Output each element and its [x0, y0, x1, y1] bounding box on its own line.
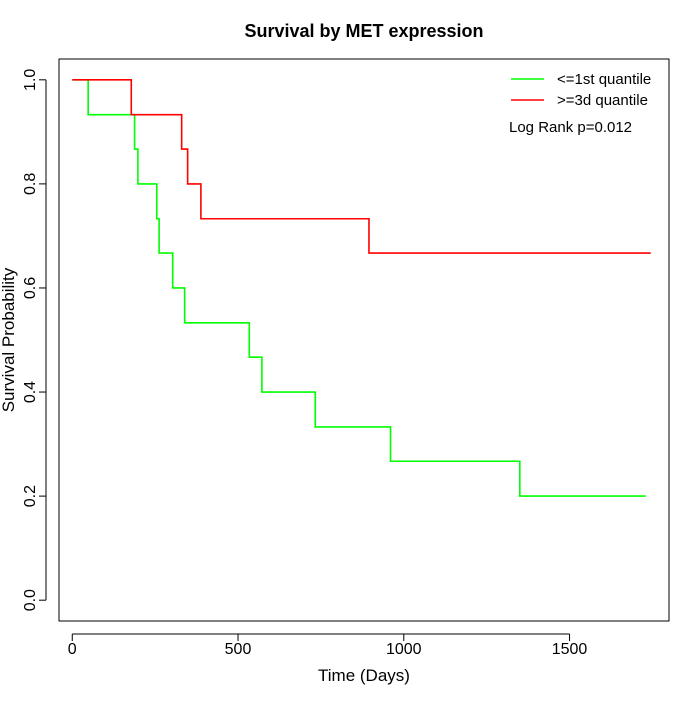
- y-tick-label: 0.4: [22, 381, 39, 403]
- x-tick-label: 1500: [552, 641, 588, 658]
- legend-label: >=3d quantile: [557, 92, 648, 109]
- x-axis-label: Time (Days): [318, 666, 410, 685]
- legend: <=1st quantile >=3d quantile: [511, 71, 651, 109]
- plot-frame: [58, 58, 670, 622]
- survival-curve-low: [72, 79, 646, 497]
- y-tick-label: 0.2: [22, 485, 39, 507]
- x-tick-label: 0: [68, 641, 77, 658]
- log-rank-annotation: Log Rank p=0.012: [509, 119, 632, 136]
- x-axis: 0 500 1000 1500: [68, 633, 588, 658]
- y-tick-label: 1.0: [22, 69, 39, 91]
- x-tick-label: 1000: [386, 641, 422, 658]
- chart-title: Survival by MET expression: [244, 21, 483, 41]
- survival-curve-high: [72, 79, 651, 254]
- y-tick-label: 0.0: [22, 589, 39, 611]
- y-tick-label: 0.6: [22, 277, 39, 299]
- x-tick-label: 500: [225, 641, 252, 658]
- y-tick-label: 0.8: [22, 173, 39, 195]
- y-axis: 0.0 0.2 0.4 0.6 0.8 1.0: [22, 69, 47, 611]
- legend-label: <=1st quantile: [557, 71, 651, 88]
- y-axis-label: Survival Probability: [0, 267, 18, 412]
- survival-curves: [72, 79, 651, 497]
